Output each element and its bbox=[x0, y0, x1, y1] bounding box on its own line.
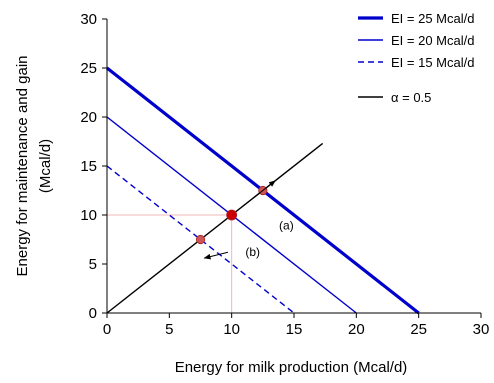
annotation-label-1: (b) bbox=[245, 245, 260, 259]
y-tick-label-0: 0 bbox=[89, 305, 97, 322]
x-tick-label-1: 5 bbox=[165, 321, 173, 338]
y-tick-label-2: 10 bbox=[80, 207, 97, 224]
annotation-label-0: (a) bbox=[279, 219, 294, 233]
y-tick-label-6: 30 bbox=[80, 11, 97, 28]
y-axis-title-line-2: (Mcal/d) bbox=[37, 139, 54, 193]
data-point-0 bbox=[226, 209, 238, 221]
y-tick-label-4: 20 bbox=[80, 109, 97, 126]
legend-label-2: EI = 15 Mcal/d bbox=[391, 55, 474, 70]
y-tick-label-1: 5 bbox=[89, 256, 97, 273]
x-tick-label-3: 15 bbox=[286, 321, 303, 338]
legend-label-0: EI = 25 Mcal/d bbox=[391, 11, 474, 26]
y-tick-label-3: 15 bbox=[80, 158, 97, 175]
x-tick-label-2: 10 bbox=[223, 321, 240, 338]
data-point-2 bbox=[195, 234, 206, 245]
x-tick-label-6: 30 bbox=[473, 321, 490, 338]
x-tick-label-5: 25 bbox=[410, 321, 427, 338]
x-axis-title: Energy for milk production (Mcal/d) bbox=[175, 359, 408, 376]
x-tick-label-0: 0 bbox=[103, 321, 111, 338]
legend-label-1: EI = 20 Mcal/d bbox=[391, 33, 474, 48]
legend-label-3: α = 0.5 bbox=[391, 90, 431, 105]
annotation-arrow-1 bbox=[203, 251, 229, 260]
y-axis-title-line-1: Energy for maintenance and gain bbox=[14, 56, 31, 277]
x-tick-label-4: 20 bbox=[348, 321, 365, 338]
annotation-arrow-0 bbox=[241, 180, 276, 208]
y-tick-label-5: 25 bbox=[80, 60, 97, 77]
series-line-3 bbox=[106, 142, 324, 314]
